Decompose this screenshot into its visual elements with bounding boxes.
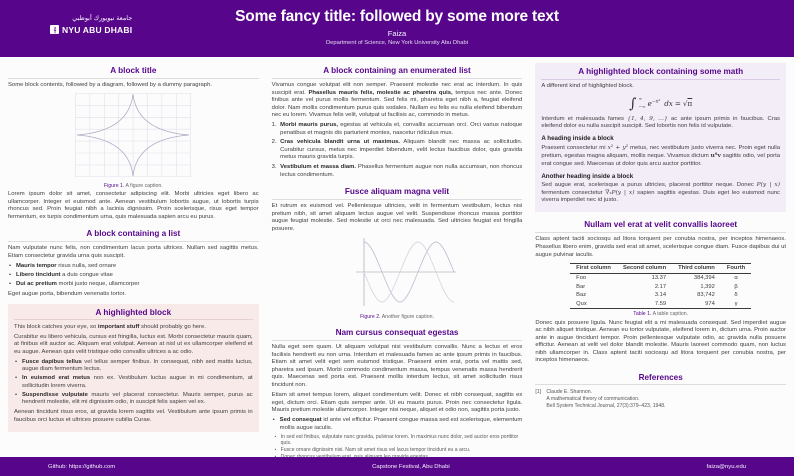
sub-list-item: In sed est finibus, vulputate nunc gravi… xyxy=(272,434,523,447)
inline-math: x² + y² xyxy=(607,144,629,151)
figure-caption: Figure 2. Another figure caption. xyxy=(272,314,523,320)
paragraph: Eget augue porta, bibendum venenatis tor… xyxy=(8,290,126,297)
highlighted-math-block: A highlighted block containing some math… xyxy=(535,63,787,213)
footer-github-link[interactable]: Github: https://github.com xyxy=(48,463,116,470)
block-title: References xyxy=(535,370,787,386)
numbered-item: Vestibulum et massa diam. Phasellus ferm… xyxy=(280,163,523,178)
sine-figure xyxy=(272,236,523,313)
paragraph: A different kind of highlighted block. xyxy=(541,83,634,89)
paragraph: Praesent consectetur mi x² + y² metus, n… xyxy=(541,144,781,167)
table-row: Baz 3.14 83,742 δ xyxy=(576,292,738,299)
list-item: Suspendisse vulputate mauris vel placera… xyxy=(14,392,253,407)
reference-number: [1] xyxy=(535,388,542,395)
block-fusce: Fusce aliquam magna velit Et rutrum ex e… xyxy=(271,184,523,320)
block-title: A highlighted block xyxy=(14,305,253,321)
block-title: A block containing a list xyxy=(8,226,259,242)
figure-caption-text: A figure caption. xyxy=(125,182,163,189)
poster-title: Some fancy title: followed by some more … xyxy=(235,8,559,25)
paragraph: This block catches your eye, so importan… xyxy=(14,323,206,330)
numbered-item: Morbi mauris purus, egestas at vehicula … xyxy=(280,122,523,136)
column-3: A highlighted block containing some math… xyxy=(535,63,787,457)
paragraph: Vivamus congue volutpat elit non semper.… xyxy=(271,82,523,119)
numbered-list: Morbi mauris purus, egestas at vehicula … xyxy=(272,122,523,179)
table-caption-text: A table caption. xyxy=(652,311,689,318)
list-item: Mauris tempor risus nulla, sed ornare xyxy=(8,263,259,271)
paragraph: Sed augue erat, scelerisque a purus ultr… xyxy=(541,182,780,204)
column-1: A block title Some block contents, follo… xyxy=(8,63,259,457)
inner-heading: Another heading inside a block xyxy=(541,172,634,180)
block-enumerated-list: A block containing an enumerated list Vi… xyxy=(271,63,523,179)
figure-caption-text: Another figure caption. xyxy=(381,314,434,321)
paragraph: Etiam sit amet tempus lorem, aliquet con… xyxy=(271,392,523,414)
list-item: Sed consequat id ante vel efficitur. Pra… xyxy=(272,417,523,432)
paragraph: Nulla eget sem quam. Ut aliquam volutpat… xyxy=(271,344,523,388)
list-item: Libero tincidunt a duis congue vitae xyxy=(8,272,259,280)
sub-list-item: Donec rhoncus vestibulum erat, quis aliq… xyxy=(272,454,523,457)
block-title: Nam cursus consequat egestas xyxy=(271,325,523,341)
nyuad-logo: جامعة نيويورك أبوظبي NYU ABU DHABI xyxy=(50,14,132,35)
star-figure xyxy=(8,92,259,182)
block-title: Nullam vel erat at velit convallis laore… xyxy=(535,217,787,233)
paragraph: Aenean tincidunt risus eros, at gravida … xyxy=(14,409,253,424)
inline-math: {1, 4, 9, …} xyxy=(627,115,668,122)
table-row: Qux 7.59 974 γ xyxy=(570,299,752,310)
figure-caption-label: Figure 2. xyxy=(360,314,381,321)
paragraph: Curabitur eu libero vehicula, cursus est… xyxy=(14,333,253,355)
block-references: References [1] Claude E. Shannon. A math… xyxy=(535,370,787,410)
paragraph: Et rutrum ex euismod vel. Pellentesque u… xyxy=(271,203,523,232)
figure-caption: Figure 1. A figure caption. xyxy=(8,183,259,189)
figure-caption-label: Figure 1. xyxy=(103,182,125,189)
paragraph: Class aptent taciti sociosqu ad litora t… xyxy=(535,236,787,258)
block-list: A block containing a list Nam vulputate … xyxy=(8,226,259,298)
sub-list-item: Fusce ornare dignissim nisi. Nam sit ame… xyxy=(272,447,523,454)
paragraph: Donec quis posuere ligula. Nunc feugiat … xyxy=(535,319,787,364)
block-title: A block containing an enumerated list xyxy=(271,63,523,79)
list-item: Dui ac pretium morbi justo neque, ullamc… xyxy=(8,281,259,289)
table-caption: Table 1. A table caption. xyxy=(535,311,786,317)
sub-bullet-list: In sed est finibus, vulputate nunc gravi… xyxy=(272,434,523,457)
bullet-list: Mauris tempor risus nulla, sed ornare Li… xyxy=(8,263,259,289)
table-row: Foo 13.37 384,394 α xyxy=(576,275,738,282)
inline-math: uᵀv xyxy=(710,152,721,160)
block-a-block-title: A block title Some block contents, follo… xyxy=(8,63,259,221)
poster-header: جامعة نيويورك أبوظبي NYU ABU DHABI Some … xyxy=(0,0,794,57)
poster-institute: Department of Science, New York Universi… xyxy=(325,40,469,46)
poster-body: A block title Some block contents, follo… xyxy=(0,57,794,457)
paragraph: Nam vulputate nunc felis, non condimentu… xyxy=(8,245,259,259)
inner-heading: A heading inside a block xyxy=(541,135,614,143)
paragraph: Some block contents, followed by a diagr… xyxy=(8,82,212,88)
highlighted-block: A highlighted block This block catches y… xyxy=(8,303,259,433)
poster-author: Faiza xyxy=(387,29,407,38)
block-title: A highlighted block containing some math xyxy=(541,64,781,80)
numbered-item: Cras vehicula blandit urna ut maximus. A… xyxy=(280,139,523,161)
block-nullam: Nullam vel erat at velit convallis laore… xyxy=(535,217,787,364)
display-equation: ∫ ∞ −∞ e−x² dx = √π xyxy=(629,95,693,112)
block-title: Fusce aliquam magna velit xyxy=(271,184,523,200)
block-nam-cursus: Nam cursus consequat egestas Nulla eget … xyxy=(271,325,523,457)
inline-math: ∇ₓP(y | x) xyxy=(605,189,635,196)
paragraph: Lorem ipsum dolor sit amet, consectetur … xyxy=(8,191,259,220)
table-row: Bar 2.17 1,392 β xyxy=(576,283,738,290)
list-item: Fusce dapibus tellus vel tellus semper f… xyxy=(14,359,253,374)
table-caption-label: Table 1. xyxy=(633,311,652,318)
reference-entry: [1] Claude E. Shannon. A mathematical th… xyxy=(535,388,666,410)
inline-math: P(y | x) xyxy=(756,182,780,189)
torch-icon xyxy=(50,25,59,34)
bullet-list: Sed consequat id ante vel efficitur. Pra… xyxy=(272,417,523,457)
column-2: A block containing an enumerated list Vi… xyxy=(271,63,523,457)
block-title: A block title xyxy=(8,63,259,79)
list-item: In euismod erat metus non ex. Vestibulum… xyxy=(14,375,253,390)
footer-event-label: Capstone Festival, Abu Dhabi xyxy=(372,463,450,470)
poster-footer: Github: https://github.com Capstone Fest… xyxy=(0,457,794,476)
bullet-list: Fusce dapibus tellus vel tellus semper f… xyxy=(14,359,253,407)
logo-latin-text: NYU ABU DHABI xyxy=(62,24,133,35)
paragraph: Interdum et malesuada fames {1, 4, 9, …}… xyxy=(541,115,780,130)
results-table: First column Second column Third column … xyxy=(570,262,752,310)
logo-arabic-text: جامعة نيويورك أبوظبي xyxy=(72,15,133,22)
footer-email-link[interactable]: faiza@nyu.edu xyxy=(706,463,746,470)
integral-sign: ∫ xyxy=(629,95,637,112)
